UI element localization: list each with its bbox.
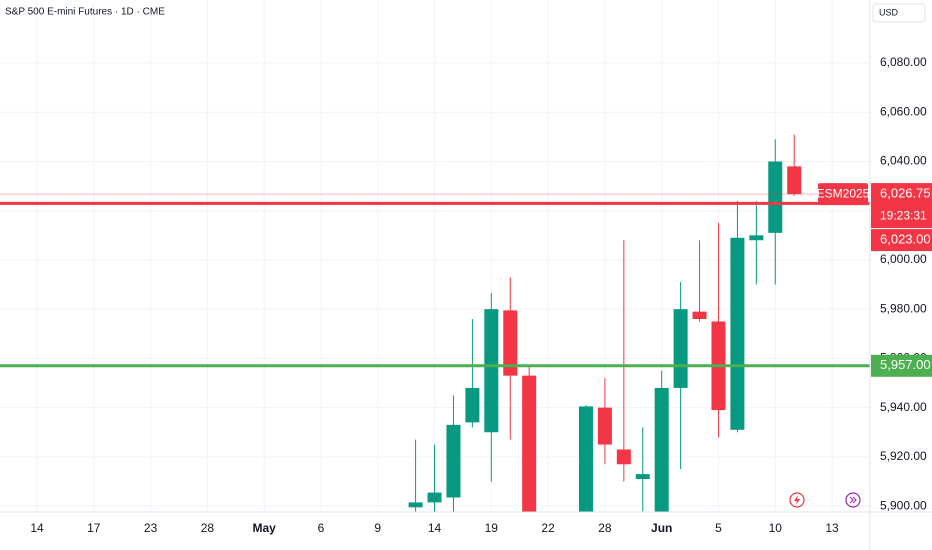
candle-body [484,309,499,433]
last-price-label: 6,026.75 [880,186,931,201]
currency-box[interactable] [872,3,926,23]
candle-body [446,424,461,498]
y-tick-label: 6,060.00 [880,104,927,118]
forward-icon[interactable] [845,492,861,508]
candle-body [465,387,480,423]
candle-body [635,474,650,480]
candle-body [749,235,764,241]
y-tick-label: 5,940.00 [880,400,927,414]
candle-body [692,311,707,320]
symbol-label: ESM2025 [817,186,870,200]
x-tick-label: 9 [374,521,381,535]
candle-body [408,502,423,508]
candle-body [522,375,537,512]
candle-body [730,237,745,430]
lightning-icon[interactable] [789,492,805,508]
countdown: 19:23:31 [880,208,927,222]
candle-body [673,309,688,388]
candle-body [597,407,612,445]
level-box [871,354,932,377]
level-label: 5,957.00 [880,357,931,372]
y-tick-label: 6,080.00 [880,55,927,69]
symbol-box [818,183,868,206]
level-box [871,229,932,252]
candle-body [503,310,518,376]
y-tick-label: 5,980.00 [880,301,927,315]
x-tick-label: 14 [428,521,442,535]
y-tick-label: 5,900.00 [880,498,927,512]
y-tick-label: 6,000.00 [880,252,927,266]
candle-body [427,492,442,503]
candle-body [616,449,631,465]
last-price-box [871,183,932,229]
x-tick-label: 23 [144,521,158,535]
x-tick-label: 22 [541,521,555,535]
x-tick-label: 13 [825,521,839,535]
candle-body [787,166,802,195]
x-tick-label: 19 [485,521,499,535]
x-tick-label: 10 [769,521,783,535]
x-tick-label: 28 [201,521,215,535]
x-tick-label: 28 [598,521,612,535]
plot-area [0,134,870,512]
y-tick-label: 6,040.00 [880,154,927,168]
x-tick-label: 17 [87,521,101,535]
candle-body [578,406,593,512]
x-tick-label: 14 [30,521,44,535]
chart-title: S&P 500 E-mini Futures · 1D · CME [5,7,165,18]
candle-body [654,387,669,512]
currency[interactable]: USD [879,7,899,17]
level-label: 6,023.00 [880,232,931,247]
x-tick-label: Jun [651,521,672,535]
y-tick-label: 5,920.00 [880,449,927,463]
x-tick-label: 5 [715,521,722,535]
x-tick-label: 6 [318,521,325,535]
x-tick-label: May [252,521,276,535]
candle-body [768,161,783,233]
